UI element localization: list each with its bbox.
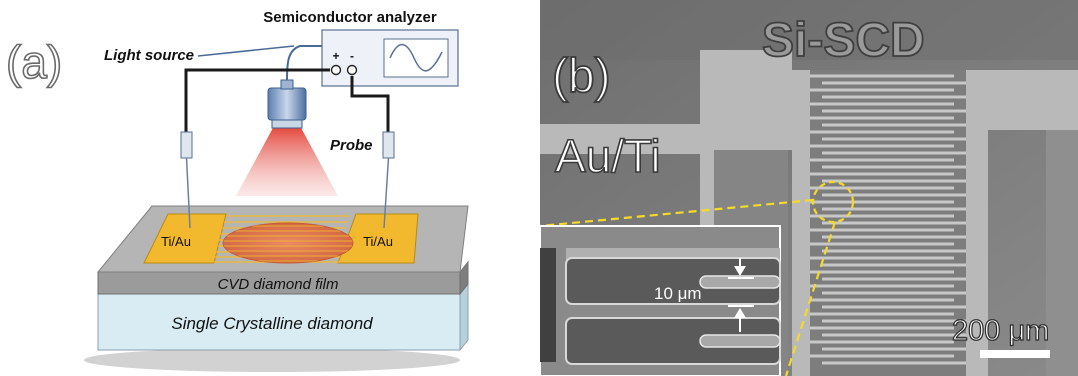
zoom-inset: [539, 225, 781, 376]
light-source-label: Light source: [104, 47, 194, 64]
analyzer-minus-port: [346, 64, 358, 76]
left-probe: [180, 131, 193, 229]
probe-label: Probe: [330, 137, 373, 154]
wire-right: [350, 76, 390, 132]
right-electrode-label: Ti/Au: [363, 234, 393, 249]
panel-b-label: (b): [552, 50, 611, 103]
zoom-leader-bottom: [784, 221, 837, 376]
sem-fingers: [810, 70, 966, 376]
zoom-leader-top: [539, 198, 814, 228]
inset-dimension-label: 10 μm: [654, 284, 702, 303]
light-source-leader: [197, 45, 295, 57]
panel-a-label: (a): [6, 36, 62, 88]
analyzer-plus-sign: +: [332, 49, 339, 63]
panel-a: (a) Single Crystalline diamond CVD diamo…: [5, 9, 469, 372]
analyzer-plus-port: [330, 64, 342, 76]
light-beam: [236, 126, 338, 196]
film-label: CVD diamond film: [218, 276, 339, 293]
light-source-lamp: [267, 79, 307, 129]
panel-b: (b) Au/Ti Si-SCD 10 μm: [539, 0, 1078, 376]
wire-left: [184, 68, 330, 132]
metal-label: Au/Ti: [555, 130, 661, 182]
scale-bar: [980, 350, 1050, 358]
zoom-highlight-circle: [811, 180, 855, 224]
film-layer: [97, 260, 469, 296]
scale-bar-label: 200 μm: [952, 315, 1049, 347]
right-probe: [382, 131, 395, 229]
left-electrode-label: Ti/Au: [161, 234, 191, 249]
material-label: Si-SCD: [762, 14, 925, 67]
substrate-label: Single Crystalline diamond: [171, 314, 373, 333]
dark-pad-right: [1046, 130, 1078, 376]
sine-wave-icon: [389, 43, 443, 72]
illuminated-spot: [222, 222, 354, 264]
semiconductor-analyzer: [321, 29, 459, 87]
left-electrode: [143, 213, 227, 264]
device-shadow: [84, 348, 460, 372]
analyzer-label: Semiconductor analyzer: [263, 9, 437, 26]
analyzer-minus-sign: -: [350, 49, 354, 63]
